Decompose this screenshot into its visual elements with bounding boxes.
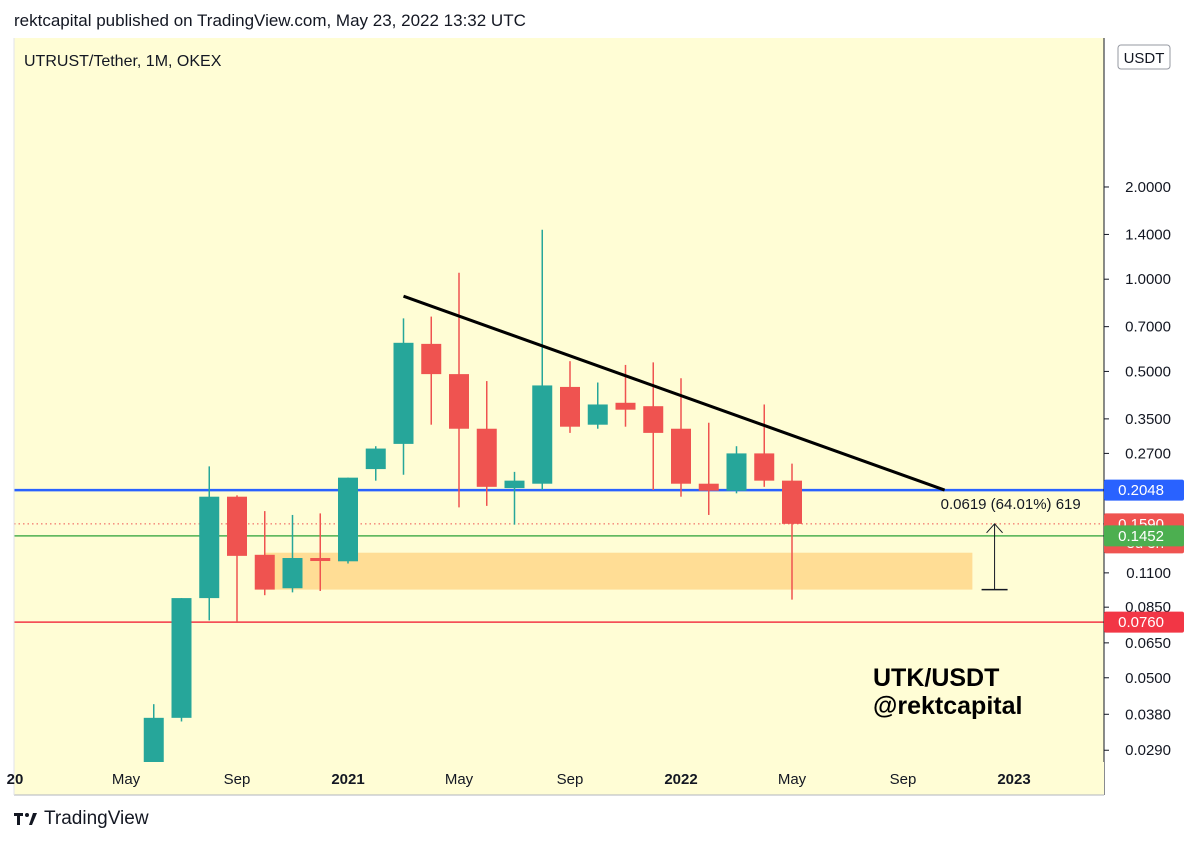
price-tag-value: 0.0760 — [1118, 614, 1164, 631]
candle[interactable] — [726, 446, 747, 494]
candle-body — [282, 558, 303, 589]
candle-body — [560, 386, 580, 427]
candle-body — [504, 480, 525, 489]
support-price-tag: 0.0760 — [1104, 611, 1184, 633]
x-tick-label: May — [445, 771, 474, 788]
plot-area: 0.0619 (64.01%) 619 UTK/USDT@rektcapital U… — [14, 53, 1104, 800]
candle[interactable] — [671, 378, 691, 497]
descending-trendline[interactable] — [402, 294, 946, 492]
tradingview-brand: TradingView — [44, 808, 149, 829]
y-tick-label: 0.3500 — [1125, 411, 1171, 428]
candle-body — [643, 406, 664, 433]
time-axis — [14, 762, 1104, 795]
y-tick-label: 0.2700 — [1125, 445, 1171, 462]
candle-body — [698, 483, 719, 491]
candle[interactable] — [310, 513, 331, 591]
price-chart[interactable]: 0.0619 (64.01%) 619 UTK/USDT@rektcapital U… — [0, 0, 1200, 800]
price-tag-bg — [1104, 479, 1184, 501]
x-tick-label: 20 — [7, 771, 24, 788]
x-tick-label: 2022 — [664, 771, 697, 788]
candle[interactable] — [365, 446, 386, 481]
x-tick-label: May — [778, 771, 807, 788]
price-tag-value: 0.2048 — [1118, 482, 1164, 499]
candle-body — [782, 480, 802, 524]
candle-body — [254, 554, 275, 590]
candle-body — [726, 453, 747, 491]
candle-body — [393, 342, 414, 444]
annotation-author: @rektcapital — [873, 692, 1022, 720]
candle[interactable] — [504, 471, 525, 525]
x-tick-label: Sep — [890, 771, 917, 788]
candle[interactable] — [171, 598, 192, 722]
candle[interactable] — [476, 381, 497, 506]
candle[interactable] — [227, 495, 247, 623]
candle-body — [754, 453, 775, 481]
candle[interactable] — [698, 422, 719, 515]
candle-body — [587, 404, 608, 425]
tradingview-footer: TradingView — [14, 808, 149, 830]
candle-body — [310, 558, 331, 562]
candle-body — [365, 448, 386, 470]
x-tick-label: Sep — [557, 771, 584, 788]
candle-body — [615, 402, 636, 410]
measure-arrowhead — [986, 523, 1003, 534]
x-tick-label: 2023 — [997, 771, 1030, 788]
x-tick-label: Sep — [224, 771, 251, 788]
publish-header: rektcapital published on TradingView.com… — [14, 11, 526, 30]
demand-zone — [264, 552, 973, 590]
candle[interactable] — [643, 362, 664, 491]
green-price-tag: 0.1452 — [1104, 525, 1184, 547]
y-tick-label: 0.0290 — [1125, 742, 1171, 759]
candle-body — [476, 428, 497, 487]
measure-label: 0.0619 (64.01%) 619 — [941, 496, 1081, 513]
candle-body — [338, 477, 358, 562]
y-tick-label: 0.0380 — [1125, 706, 1171, 723]
candle[interactable] — [754, 404, 775, 487]
candle-body — [532, 385, 553, 484]
candle-body — [421, 343, 442, 375]
candle-body — [449, 374, 469, 429]
candle[interactable] — [532, 229, 553, 491]
y-tick-label: 0.0650 — [1125, 635, 1171, 652]
price-tag-bg — [1104, 525, 1184, 547]
candle[interactable] — [560, 361, 580, 433]
candle-body — [671, 428, 691, 484]
candle[interactable] — [143, 704, 164, 800]
chart-title: UTRUST/Tether, 1M, OKEX — [24, 53, 222, 70]
candle[interactable] — [421, 316, 442, 425]
candle[interactable] — [393, 318, 414, 475]
currency-box — [1117, 44, 1171, 70]
x-tick-label: 2021 — [331, 771, 364, 788]
currency-button[interactable]: USDT — [1117, 44, 1171, 70]
candle-body — [227, 496, 247, 556]
annotation-pair: UTK/USDT — [873, 664, 999, 692]
candle[interactable] — [254, 511, 275, 596]
candle[interactable] — [199, 466, 220, 621]
plot-background — [14, 38, 1104, 762]
y-tick-label: 1.0000 — [1125, 271, 1171, 288]
price-tag-value: 0.1452 — [1118, 528, 1164, 545]
y-tick-label: 0.5000 — [1125, 363, 1171, 380]
candle-body — [143, 717, 164, 762]
y-tick-label: 0.7000 — [1125, 319, 1171, 336]
price-tag-bg — [1104, 611, 1184, 633]
resistance-price-tag: 0.2048 — [1104, 479, 1184, 501]
candle-body — [171, 598, 192, 718]
x-tick-label: May — [112, 771, 141, 788]
candle[interactable] — [782, 463, 802, 600]
candle-body — [199, 496, 220, 599]
y-tick-label: 2.0000 — [1125, 179, 1171, 196]
candle[interactable] — [282, 514, 303, 593]
candle[interactable] — [449, 272, 469, 508]
price-axis — [1104, 38, 1184, 762]
tradingview-logo-icon — [14, 813, 37, 825]
y-tick-label: 1.4000 — [1125, 226, 1171, 243]
y-tick-label: 0.0500 — [1125, 670, 1171, 687]
candle[interactable] — [338, 477, 358, 564]
y-tick-label: 0.1100 — [1126, 565, 1171, 582]
candle[interactable] — [587, 382, 608, 429]
currency-label: USDT — [1124, 50, 1165, 67]
